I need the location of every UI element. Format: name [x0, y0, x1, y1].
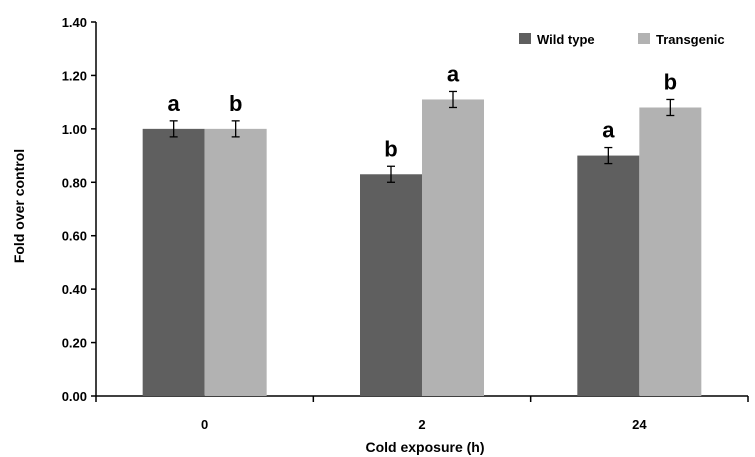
y-tick-label: 0.40 — [62, 282, 87, 297]
y-tick-label: 0.00 — [62, 389, 87, 404]
significance-label: a — [168, 91, 181, 116]
y-tick-label: 1.20 — [62, 68, 87, 83]
bar — [204, 128, 267, 396]
legend-label: Transgenic — [656, 32, 725, 47]
legend-swatch — [638, 33, 650, 44]
legend-label: Wild type — [537, 32, 595, 47]
significance-label: b — [384, 136, 397, 161]
y-tick-label: 0.60 — [62, 229, 87, 244]
y-tick-label: 1.00 — [62, 122, 87, 137]
y-tick-label: 0.80 — [62, 175, 87, 190]
bar — [577, 155, 640, 396]
x-tick-label: 24 — [632, 417, 647, 432]
x-axis: 0 2 24 — [95, 395, 749, 432]
legend: Wild type Transgenic — [519, 32, 725, 47]
significance-label: b — [664, 69, 677, 94]
x-axis-title: Cold exposure (h) — [365, 439, 484, 455]
bar — [639, 107, 702, 396]
significance-label: b — [229, 91, 242, 116]
bar — [360, 174, 422, 396]
x-tick-label: 0 — [201, 417, 208, 432]
significance-label: a — [602, 118, 615, 143]
legend-swatch — [519, 33, 531, 44]
bar — [142, 128, 205, 396]
bars: a b b a a b — [142, 61, 702, 396]
y-tick-label: 1.40 — [62, 15, 87, 30]
y-tick-label: 0.20 — [62, 336, 87, 351]
significance-label: a — [447, 61, 460, 86]
y-axis-title: Fold over control — [11, 149, 27, 263]
x-tick-label: 2 — [418, 417, 425, 432]
y-axis: 0.00 0.20 0.40 0.60 0.80 1.00 1.20 1.40 — [62, 15, 97, 404]
bar — [422, 99, 484, 396]
